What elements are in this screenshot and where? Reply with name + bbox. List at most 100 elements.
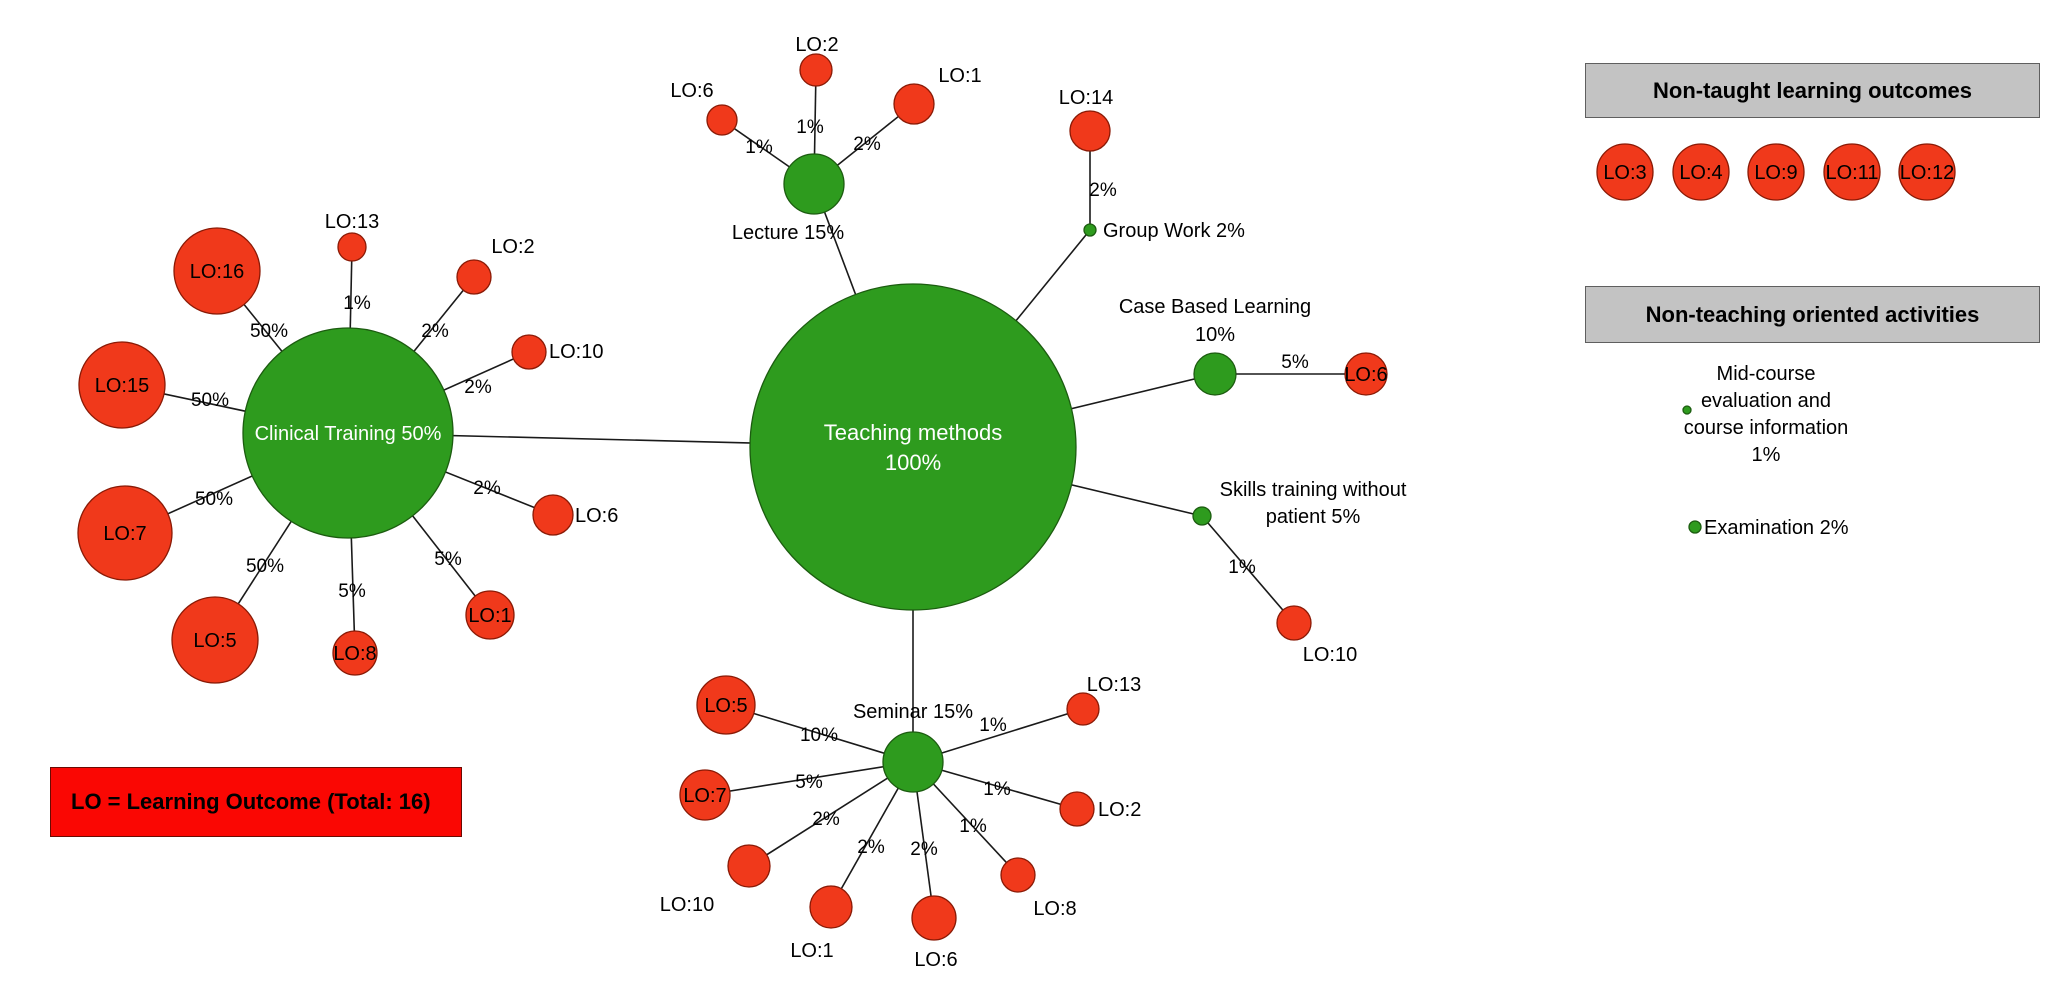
edge-seminar-sem_lo5 [725, 704, 914, 763]
label-lec_lo6-line0: LO:6 [670, 80, 713, 102]
label-nt_lo11-line0: LO:11 [1826, 162, 1879, 184]
label-nt_lo4-line0: LO:4 [1679, 162, 1722, 184]
label-skills-line1: patient 5% [1266, 506, 1361, 528]
non-taught-outcomes-header: Non-taught learning outcomes [1585, 63, 2040, 118]
edge-label-cbl-cbl_lo6: 5% [1281, 352, 1309, 373]
label-sk_lo10-line0: LO:10 [1303, 644, 1357, 666]
label-cl_lo13-line0: LO:13 [325, 211, 379, 233]
edge-label-skills-sk_lo10: 1% [1228, 557, 1256, 578]
label-nt_lo9-line0: LO:9 [1754, 162, 1797, 184]
label-cbl-line1: 10% [1195, 324, 1235, 346]
node-sem_lo13-outcome-circle [1066, 692, 1100, 726]
label-lec_lo1-line0: LO:1 [938, 65, 981, 87]
label-skills-line0: Skills training without [1220, 479, 1407, 501]
node-sem_lo5-outcome-circle [696, 675, 756, 735]
non-teaching-activities-header: Non-teaching oriented activities [1585, 286, 2040, 343]
node-nt_lo12-outcome-circle [1898, 143, 1956, 201]
node-cbl_lo6-outcome-circle [1344, 352, 1388, 396]
label-groupwork-line0: Group Work 2% [1103, 220, 1245, 242]
node-nt_lo3-outcome-circle [1596, 143, 1654, 201]
node-midcourse_dot-method-circle [1682, 405, 1692, 415]
edge-label-clinical-cl_lo6: 2% [473, 478, 501, 499]
node-cl_lo1-outcome-circle [465, 590, 515, 640]
node-lecture-method-circle [783, 153, 845, 215]
label-cl_lo1-line0: LO:1 [468, 605, 511, 627]
label-cl_lo5-line0: LO:5 [193, 630, 236, 652]
label-teaching-line0: Teaching methods [824, 420, 1003, 445]
label-cl_lo2-line0: LO:2 [491, 236, 534, 258]
node-gw_lo14-outcome-circle [1069, 110, 1111, 152]
node-sem_lo8-outcome-circle [1000, 857, 1036, 893]
label-clinical-line0: Clinical Training 50% [255, 423, 442, 445]
label-sem_lo13-line0: LO:13 [1087, 674, 1141, 696]
node-sk_lo10-outcome-circle [1276, 605, 1312, 641]
edge-skills-sk_lo10 [1201, 515, 1295, 624]
edge-label-lecture-lec_lo6: 1% [745, 137, 773, 158]
edge-seminar-sem_lo10 [748, 761, 914, 867]
label-cl_lo15-line0: LO:15 [95, 375, 149, 397]
edge-label-seminar-sem_lo2: 1% [983, 779, 1011, 800]
node-cl_lo8-outcome-circle [332, 630, 378, 676]
label-sem_lo1-line0: LO:1 [790, 940, 833, 962]
edge-label-clinical-cl_lo15: 50% [191, 390, 229, 411]
label-cbl_lo6-line0: LO:6 [1344, 364, 1387, 386]
node-cbl-method-circle [1193, 352, 1237, 396]
edge-label-clinical-cl_lo1: 5% [434, 549, 462, 570]
edge-label-seminar-sem_lo13: 1% [979, 715, 1007, 736]
edge-label-seminar-sem_lo7: 5% [795, 772, 823, 793]
node-sem_lo2-outcome-circle [1059, 791, 1095, 827]
label-cl_lo16-line0: LO:16 [190, 261, 244, 283]
node-seminar-method-circle [882, 731, 944, 793]
node-cl_lo16-outcome-circle [173, 227, 261, 315]
label-midcourse_dot-line0: Mid-course [1717, 363, 1816, 385]
edge-label-clinical-cl_lo16: 50% [250, 321, 288, 342]
node-cl_lo5-outcome-circle [171, 596, 259, 684]
edge-label-clinical-cl_lo7: 50% [195, 489, 233, 510]
label-sem_lo2-line0: LO:2 [1098, 799, 1141, 821]
label-lecture-line0: Lecture 15% [732, 222, 845, 244]
node-lec_lo6-outcome-circle [706, 104, 738, 136]
node-cl_lo7-outcome-circle [77, 485, 173, 581]
label-sem_lo7-line0: LO:7 [683, 785, 726, 807]
edge-label-groupwork-gw_lo14: 2% [1089, 180, 1117, 201]
node-sem_lo6-outcome-circle [911, 895, 957, 941]
edge-label-seminar-sem_lo1: 2% [857, 837, 885, 858]
label-seminar-line0: Seminar 15% [853, 701, 973, 723]
node-cl_lo15-outcome-circle [78, 341, 166, 429]
non-teaching-activities-title: Non-teaching oriented activities [1645, 301, 1980, 327]
label-midcourse_dot-line3: 1% [1752, 444, 1781, 466]
edge-label-lecture-lec_lo1: 2% [853, 134, 881, 155]
edge-label-seminar-sem_lo5: 10% [800, 725, 838, 746]
label-gw_lo14-line0: LO:14 [1059, 87, 1113, 109]
label-cl_lo6-line0: LO:6 [575, 505, 618, 527]
edge-label-clinical-cl_lo5: 50% [246, 556, 284, 577]
node-exam_dot-method-circle [1688, 520, 1702, 534]
node-nt_lo11-outcome-circle [1823, 143, 1881, 201]
edge-label-seminar-sem_lo8: 1% [959, 816, 987, 837]
edge-label-clinical-cl_lo2: 2% [421, 321, 449, 342]
label-cl_lo7-line0: LO:7 [103, 523, 146, 545]
legend-note-text: LO = Learning Outcome (Total: 16) [71, 789, 431, 814]
label-sem_lo5-line0: LO:5 [704, 695, 747, 717]
label-lec_lo2-line0: LO:2 [795, 34, 838, 56]
label-sem_lo6-line0: LO:6 [914, 949, 957, 971]
node-lec_lo2-outcome-circle [799, 53, 833, 87]
node-teaching-method-circle [749, 283, 1077, 611]
legend-note-box: LO = Learning Outcome (Total: 16) [50, 767, 462, 837]
label-sem_lo10-line0: LO:10 [660, 894, 714, 916]
node-sem_lo10-outcome-circle [727, 844, 771, 888]
node-cl_lo2-outcome-circle [456, 259, 492, 295]
non-taught-outcomes-title: Non-taught learning outcomes [1653, 77, 1972, 103]
edge-seminar-sem_lo7 [704, 761, 914, 796]
edge-label-clinical-cl_lo10: 2% [464, 377, 492, 398]
node-sem_lo1-outcome-circle [809, 885, 853, 929]
node-cl_lo10-outcome-circle [511, 334, 547, 370]
node-nt_lo9-outcome-circle [1747, 143, 1805, 201]
edge-label-clinical-cl_lo8: 5% [338, 581, 366, 602]
label-cbl-line0: Case Based Learning [1119, 296, 1311, 318]
node-cl_lo6-outcome-circle [532, 494, 574, 536]
node-sem_lo7-outcome-circle [679, 769, 731, 821]
node-cl_lo13-outcome-circle [337, 232, 367, 262]
